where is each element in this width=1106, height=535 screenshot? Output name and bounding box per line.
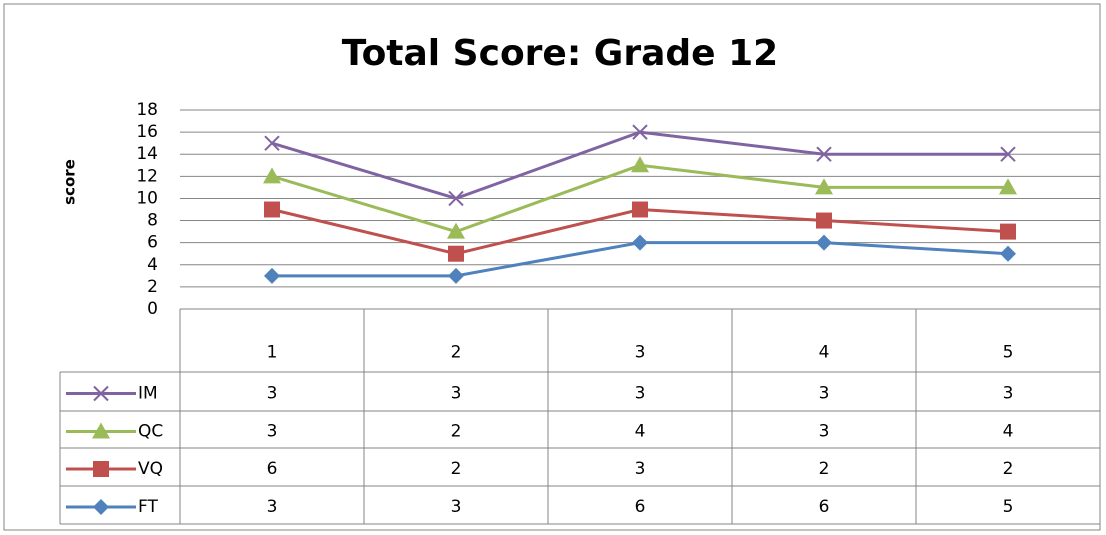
x-tick-label: 2 [451, 343, 462, 363]
table-cell: 2 [451, 422, 462, 442]
y-tick-label: 14 [136, 144, 158, 164]
legend-label: VQ [138, 459, 163, 479]
marker-shape [93, 499, 109, 515]
table-cell: 3 [451, 384, 462, 404]
marker-shape [1000, 223, 1016, 240]
table-cell: 2 [819, 459, 830, 479]
marker [93, 461, 109, 477]
table-cell: 3 [267, 497, 278, 517]
table-cell: 3 [819, 422, 830, 442]
marker [448, 190, 464, 207]
table-cell: 4 [1003, 422, 1014, 442]
y-tick-label: 18 [136, 100, 158, 120]
marker-shape [999, 178, 1017, 195]
table-cell: 3 [819, 384, 830, 404]
x-tick-label: 1 [267, 343, 278, 363]
marker-shape [632, 234, 648, 251]
marker [1000, 223, 1016, 240]
table-cell: 3 [451, 497, 462, 517]
marker [816, 212, 832, 229]
marker [264, 267, 280, 284]
marker-shape [448, 245, 464, 262]
marker-shape [816, 234, 832, 251]
marker [816, 146, 832, 162]
table-cell: 3 [635, 384, 646, 404]
marker [92, 422, 110, 439]
marker-stroke [632, 124, 648, 140]
marker-shape [93, 461, 109, 477]
table-cell: 2 [451, 459, 462, 479]
table-cell: 3 [267, 422, 278, 442]
chart-border [3, 3, 1101, 531]
marker-shape [264, 201, 280, 218]
marker-stroke [264, 135, 280, 151]
legend-label: QC [138, 422, 163, 442]
marker-shape [815, 178, 833, 195]
table-cell: 6 [819, 497, 830, 517]
marker [264, 201, 280, 218]
marker-stroke [816, 146, 832, 162]
marker [815, 178, 833, 195]
table-cell: 3 [1003, 384, 1014, 404]
y-tick-label: 2 [147, 277, 158, 297]
x-tick-label: 5 [1003, 343, 1014, 363]
marker [1000, 245, 1016, 262]
marker [447, 222, 465, 239]
table-cell: 3 [267, 384, 278, 404]
marker [263, 167, 281, 184]
marker [93, 499, 109, 515]
table-cell: 2 [1003, 459, 1014, 479]
marker-shape [447, 222, 465, 239]
marker-shape [631, 156, 649, 173]
marker-shape [263, 167, 281, 184]
marker-stroke [93, 385, 109, 402]
marker [632, 201, 648, 218]
marker [1000, 146, 1016, 162]
table-cell: 4 [635, 422, 646, 442]
y-tick-label: 6 [147, 233, 158, 253]
marker-shape [1000, 245, 1016, 262]
marker-stroke [1000, 146, 1016, 162]
marker [999, 178, 1017, 195]
marker [631, 156, 649, 173]
marker-shape [816, 212, 832, 229]
table-cell: 6 [267, 459, 278, 479]
legend-label: FT [138, 497, 158, 517]
y-tick-label: 16 [136, 122, 158, 142]
x-tick-label: 4 [819, 343, 830, 363]
marker-shape [264, 267, 280, 284]
marker [448, 267, 464, 284]
marker [632, 124, 648, 140]
marker [264, 135, 280, 151]
marker-shape [632, 201, 648, 218]
marker-shape [92, 422, 110, 439]
y-tick-label: 4 [147, 255, 158, 275]
marker-stroke [448, 190, 464, 207]
marker [448, 245, 464, 262]
chart-title: Total Score: Grade 12 [342, 33, 778, 74]
y-tick-label: 10 [136, 188, 158, 208]
y-tick-label: 12 [136, 166, 158, 186]
marker [632, 234, 648, 251]
marker [816, 234, 832, 251]
x-tick-label: 3 [635, 343, 646, 363]
marker-shape [448, 267, 464, 284]
y-axis-label: score [61, 159, 79, 205]
y-tick-label: 0 [147, 299, 158, 319]
marker [93, 385, 109, 402]
y-tick-label: 8 [147, 211, 158, 231]
table-cell: 6 [635, 497, 646, 517]
table-cell: 5 [1003, 497, 1014, 517]
legend-label: IM [138, 384, 158, 404]
table-cell: 3 [635, 459, 646, 479]
